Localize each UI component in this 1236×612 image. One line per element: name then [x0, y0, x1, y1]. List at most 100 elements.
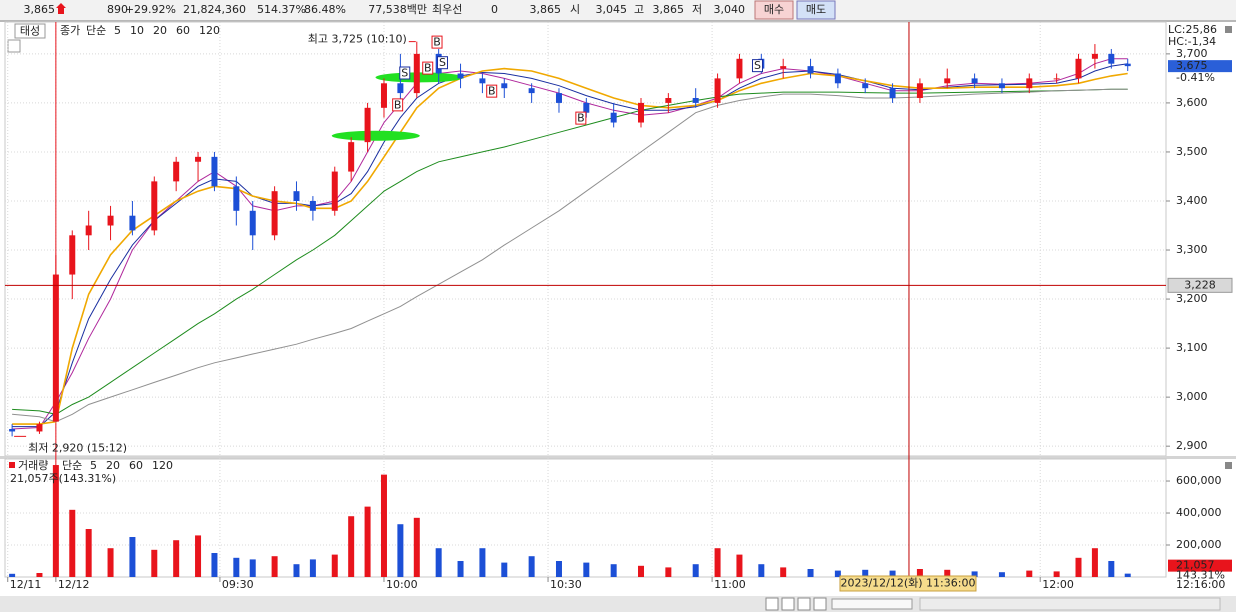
signal-label: B: [424, 62, 432, 75]
candle-body: [971, 78, 978, 84]
volume-bar: [1053, 571, 1060, 577]
volume-ma-label: 단순: [62, 459, 82, 472]
x-tick-label: 12:00: [1042, 578, 1074, 591]
last-volume-ratio: 143.31%: [1176, 569, 1225, 582]
x-tick-label: 09:30: [222, 578, 254, 591]
buy-button-label[interactable]: 매수: [764, 3, 784, 16]
volume-bar: [714, 548, 721, 577]
volume-title: 거래량: [18, 459, 48, 472]
volume-bar: [397, 524, 404, 577]
volume-legend-entry: 120: [152, 459, 173, 472]
candle-body: [1091, 53, 1098, 59]
moving-average-line: [12, 88, 1128, 415]
grid-icon[interactable]: [7, 39, 21, 53]
last-price-label: 3,675: [1176, 59, 1208, 72]
candle-body: [36, 424, 43, 432]
sell-button-label[interactable]: 매도: [806, 3, 826, 16]
volume-bar: [309, 559, 316, 577]
y-tick-label: 3,300: [1176, 243, 1208, 256]
crosshair-y-label: 3,228: [1184, 278, 1216, 291]
volume-bar: [1075, 557, 1082, 577]
volume-bar: [807, 569, 814, 577]
candle-body: [916, 83, 923, 99]
last-volume-box: [1168, 559, 1232, 572]
stock-name-box[interactable]: [14, 23, 46, 39]
scroll-slider[interactable]: [831, 598, 913, 610]
volume-bar: [780, 567, 787, 577]
top-low-label: 저: [692, 3, 702, 16]
top-border: [0, 20, 1236, 22]
hc-label: HC:-1,34: [1168, 35, 1216, 48]
last-change-label: -0.41%: [1176, 71, 1215, 84]
signal-box: [436, 56, 448, 70]
candle-body: [834, 73, 841, 84]
candle-body: [195, 156, 202, 162]
annotation-label: 최고 3,725 (10:10): [308, 33, 407, 46]
top-high: 3,865: [653, 3, 685, 16]
tool-icons[interactable]: [919, 597, 1221, 611]
legend-entry: 60: [176, 24, 190, 37]
candle-body: [638, 102, 645, 123]
last-volume-label: 21,057: [1176, 559, 1215, 572]
volume-bar: [151, 549, 158, 577]
signal-box: [575, 111, 587, 125]
signal-box: [431, 35, 443, 49]
sell-button[interactable]: [796, 0, 836, 20]
volume-bar: [435, 548, 442, 577]
volume-bar: [233, 557, 240, 577]
candle-body: [555, 93, 562, 103]
candle-body: [665, 98, 672, 103]
volume-bar: [638, 565, 645, 577]
panel-icon[interactable]: [1225, 462, 1232, 469]
volume-summary: 21,057주(143.31%): [10, 472, 116, 485]
top-volume: 21,824,360: [183, 3, 246, 16]
volume-bar: [758, 564, 765, 577]
volume-bar: [692, 564, 699, 577]
volume-bar: [348, 516, 355, 577]
top-price: 3,865: [24, 3, 56, 16]
top-change: 890: [107, 3, 128, 16]
volume-bar: [610, 564, 617, 577]
top-high-label: 고: [634, 3, 644, 16]
candle-body: [780, 66, 787, 69]
candle-body: [501, 83, 508, 89]
volume-bar: [528, 556, 535, 577]
stop-button[interactable]: [797, 597, 811, 611]
rewind-button[interactable]: [781, 597, 795, 611]
toolbar-buttons[interactable]: [765, 597, 1221, 611]
buy-button[interactable]: [754, 0, 794, 20]
volume-bar: [249, 559, 256, 577]
last-price-box: [1168, 60, 1232, 73]
top-vol-ratio: 514.37%: [257, 3, 306, 16]
signal-label: S: [754, 59, 761, 72]
legend-entry: 10: [130, 24, 144, 37]
y-tick-label: 3,700: [1176, 47, 1208, 60]
candle-body: [1026, 78, 1033, 89]
top-low: 3,040: [714, 3, 746, 16]
candle-body: [271, 191, 278, 236]
candle-body: [1053, 78, 1060, 80]
panel-icon[interactable]: [1225, 26, 1232, 33]
volume-legend-swatch: [9, 462, 15, 468]
top-bar: [0, 0, 1236, 20]
y-tick-label: 600,000: [1176, 474, 1222, 487]
candle-body: [736, 58, 743, 79]
forward-button[interactable]: [813, 597, 827, 611]
signal-box: [399, 66, 411, 80]
volume-bar: [1108, 561, 1115, 577]
candle-body: [692, 98, 699, 103]
candle-body: [1124, 63, 1131, 67]
play-button[interactable]: [765, 597, 779, 611]
legend-ma-label: 단순: [86, 24, 106, 37]
volume-bar: [971, 571, 978, 577]
legend-prefix: 종가: [60, 24, 80, 37]
x-tick-label: 10:00: [386, 578, 418, 591]
volume-legend-entry: 20: [106, 459, 120, 472]
signal-label: B: [433, 36, 441, 49]
stock-name[interactable]: 태성: [20, 25, 40, 38]
y-tick-label: 200,000: [1176, 538, 1222, 551]
volume-bar: [52, 465, 59, 577]
y-tick-label: 3,600: [1176, 96, 1208, 109]
candle-body: [331, 171, 338, 211]
